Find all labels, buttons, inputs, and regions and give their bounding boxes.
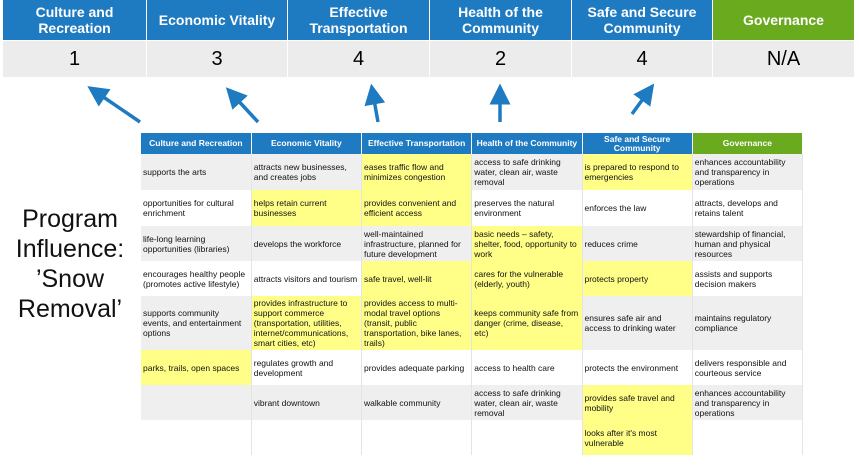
table-cell: enhances accountability and transparency… [692,154,804,190]
score-header: Effective Transportation [288,0,430,40]
table-cell: encourages healthy people (promotes acti… [141,261,252,296]
table-cell: protects the environment [582,350,693,385]
table-cell: provides safe travel and mobility [582,385,693,420]
table-cell: eases traffic flow and minimizes congest… [361,154,473,190]
table-cell: access to safe drinking water, clean air… [471,385,583,420]
table-cell: preserves the natural environment [471,190,583,226]
table-cell: assists and supports decision makers [692,261,804,296]
table-header: Safe and Secure Community [582,133,693,154]
table-cell: is prepared to respond to emergencies [582,154,693,190]
table-cell: helps retain current businesses [251,190,363,226]
table-cell [692,420,804,455]
arrow-icon [225,87,260,124]
table-cell: delivers responsible and courteous servi… [692,350,804,385]
table-cell [251,420,363,455]
table-cell: attracts visitors and tourism [251,261,363,296]
table-header: Culture and Recreation [141,133,252,154]
table-cell [361,420,473,455]
table-cell: supports the arts [141,154,252,190]
score-header: Economic Vitality [147,0,288,40]
table-cell: develops the workforce [251,226,363,261]
table-cell: enhances accountability and transparency… [692,385,804,420]
table-cell: keeps community safe from danger (crime,… [471,296,583,350]
score-value: 1 [3,40,147,77]
score-value: 4 [572,40,713,77]
table-cell: provides convenient and efficient access [361,190,473,226]
table-header: Governance [692,133,804,154]
score-header: Safe and Secure Community [572,0,713,40]
table-row: looks after it's most vulnerable [141,420,804,455]
program-influence-label: Program Influence: ’Snow Removal’ [15,205,125,323]
table-cell: ensures safe air and access to drinking … [582,296,693,350]
arrow-icon [364,83,386,123]
table-cell: life-long learning opportunities (librar… [141,226,252,261]
table-cell: access to health care [471,350,583,385]
score-value: 4 [288,40,430,77]
table-header: Economic Vitality [251,133,363,154]
table-row: supports community events, and entertain… [141,296,804,350]
table-cell: parks, trails, open spaces [141,350,252,385]
table-cell [471,420,583,455]
influence-table: Culture and Recreation Economic Vitality E… [141,133,804,455]
score-header: Culture and Recreation [3,0,147,40]
score-header: Health of the Community [430,0,572,40]
table-row: encourages healthy people (promotes acti… [141,261,804,296]
table-cell: provides infrastructure to support comme… [251,296,363,350]
table-row: parks, trails, open spaces regulates grow… [141,350,804,385]
table-header: Effective Transportation [361,133,473,154]
table-cell: attracts, develops and retains talent [692,190,804,226]
table-cell [141,420,252,455]
table-cell: provides access to multi-modal travel op… [361,296,473,350]
table-row: opportunities for cultural enrichment hel… [141,190,804,226]
table-cell: cares for the vulnerable (elderly, youth… [471,261,583,296]
table-cell: well-maintained infrastructure, planned … [361,226,473,261]
table-cell: walkable community [361,385,473,420]
table-cell: opportunities for cultural enrichment [141,190,252,226]
table-cell: vibrant downtown [251,385,363,420]
table-cell: attracts new businesses, and creates job… [251,154,363,190]
arrow-icon [630,83,655,116]
table-cell: reduces crime [582,226,693,261]
score-summary: Culture and Recreation 1 Economic Vitality… [3,0,855,77]
table-row: supports the arts attracts new businesses… [141,154,804,190]
score-header: Governance [713,0,855,40]
table-row: vibrant downtown walkable community access… [141,385,804,420]
table-cell: safe travel, well-lit [361,261,473,296]
score-value: N/A [713,40,855,77]
table-cell: enforces the law [582,190,693,226]
table-cell: stewardship of financial, human and phys… [692,226,804,261]
table-cell: supports community events, and entertain… [141,296,252,350]
score-value: 3 [147,40,288,77]
table-cell: provides adequate parking [361,350,473,385]
table-cell: access to safe drinking water, clean air… [471,154,583,190]
table-cell [141,385,252,420]
table-cell: basic needs – safety, shelter, food, opp… [471,226,583,261]
arrow-icon [87,86,141,124]
table-header: Health of the Community [471,133,583,154]
table-cell: maintains regulatory compliance [692,296,804,350]
table-cell: looks after it's most vulnerable [582,420,693,455]
table-row: life-long learning opportunities (librar… [141,226,804,261]
score-value: 2 [430,40,572,77]
arrows [87,83,655,124]
table-cell: regulates growth and development [251,350,363,385]
table-cell: protects property [582,261,693,296]
